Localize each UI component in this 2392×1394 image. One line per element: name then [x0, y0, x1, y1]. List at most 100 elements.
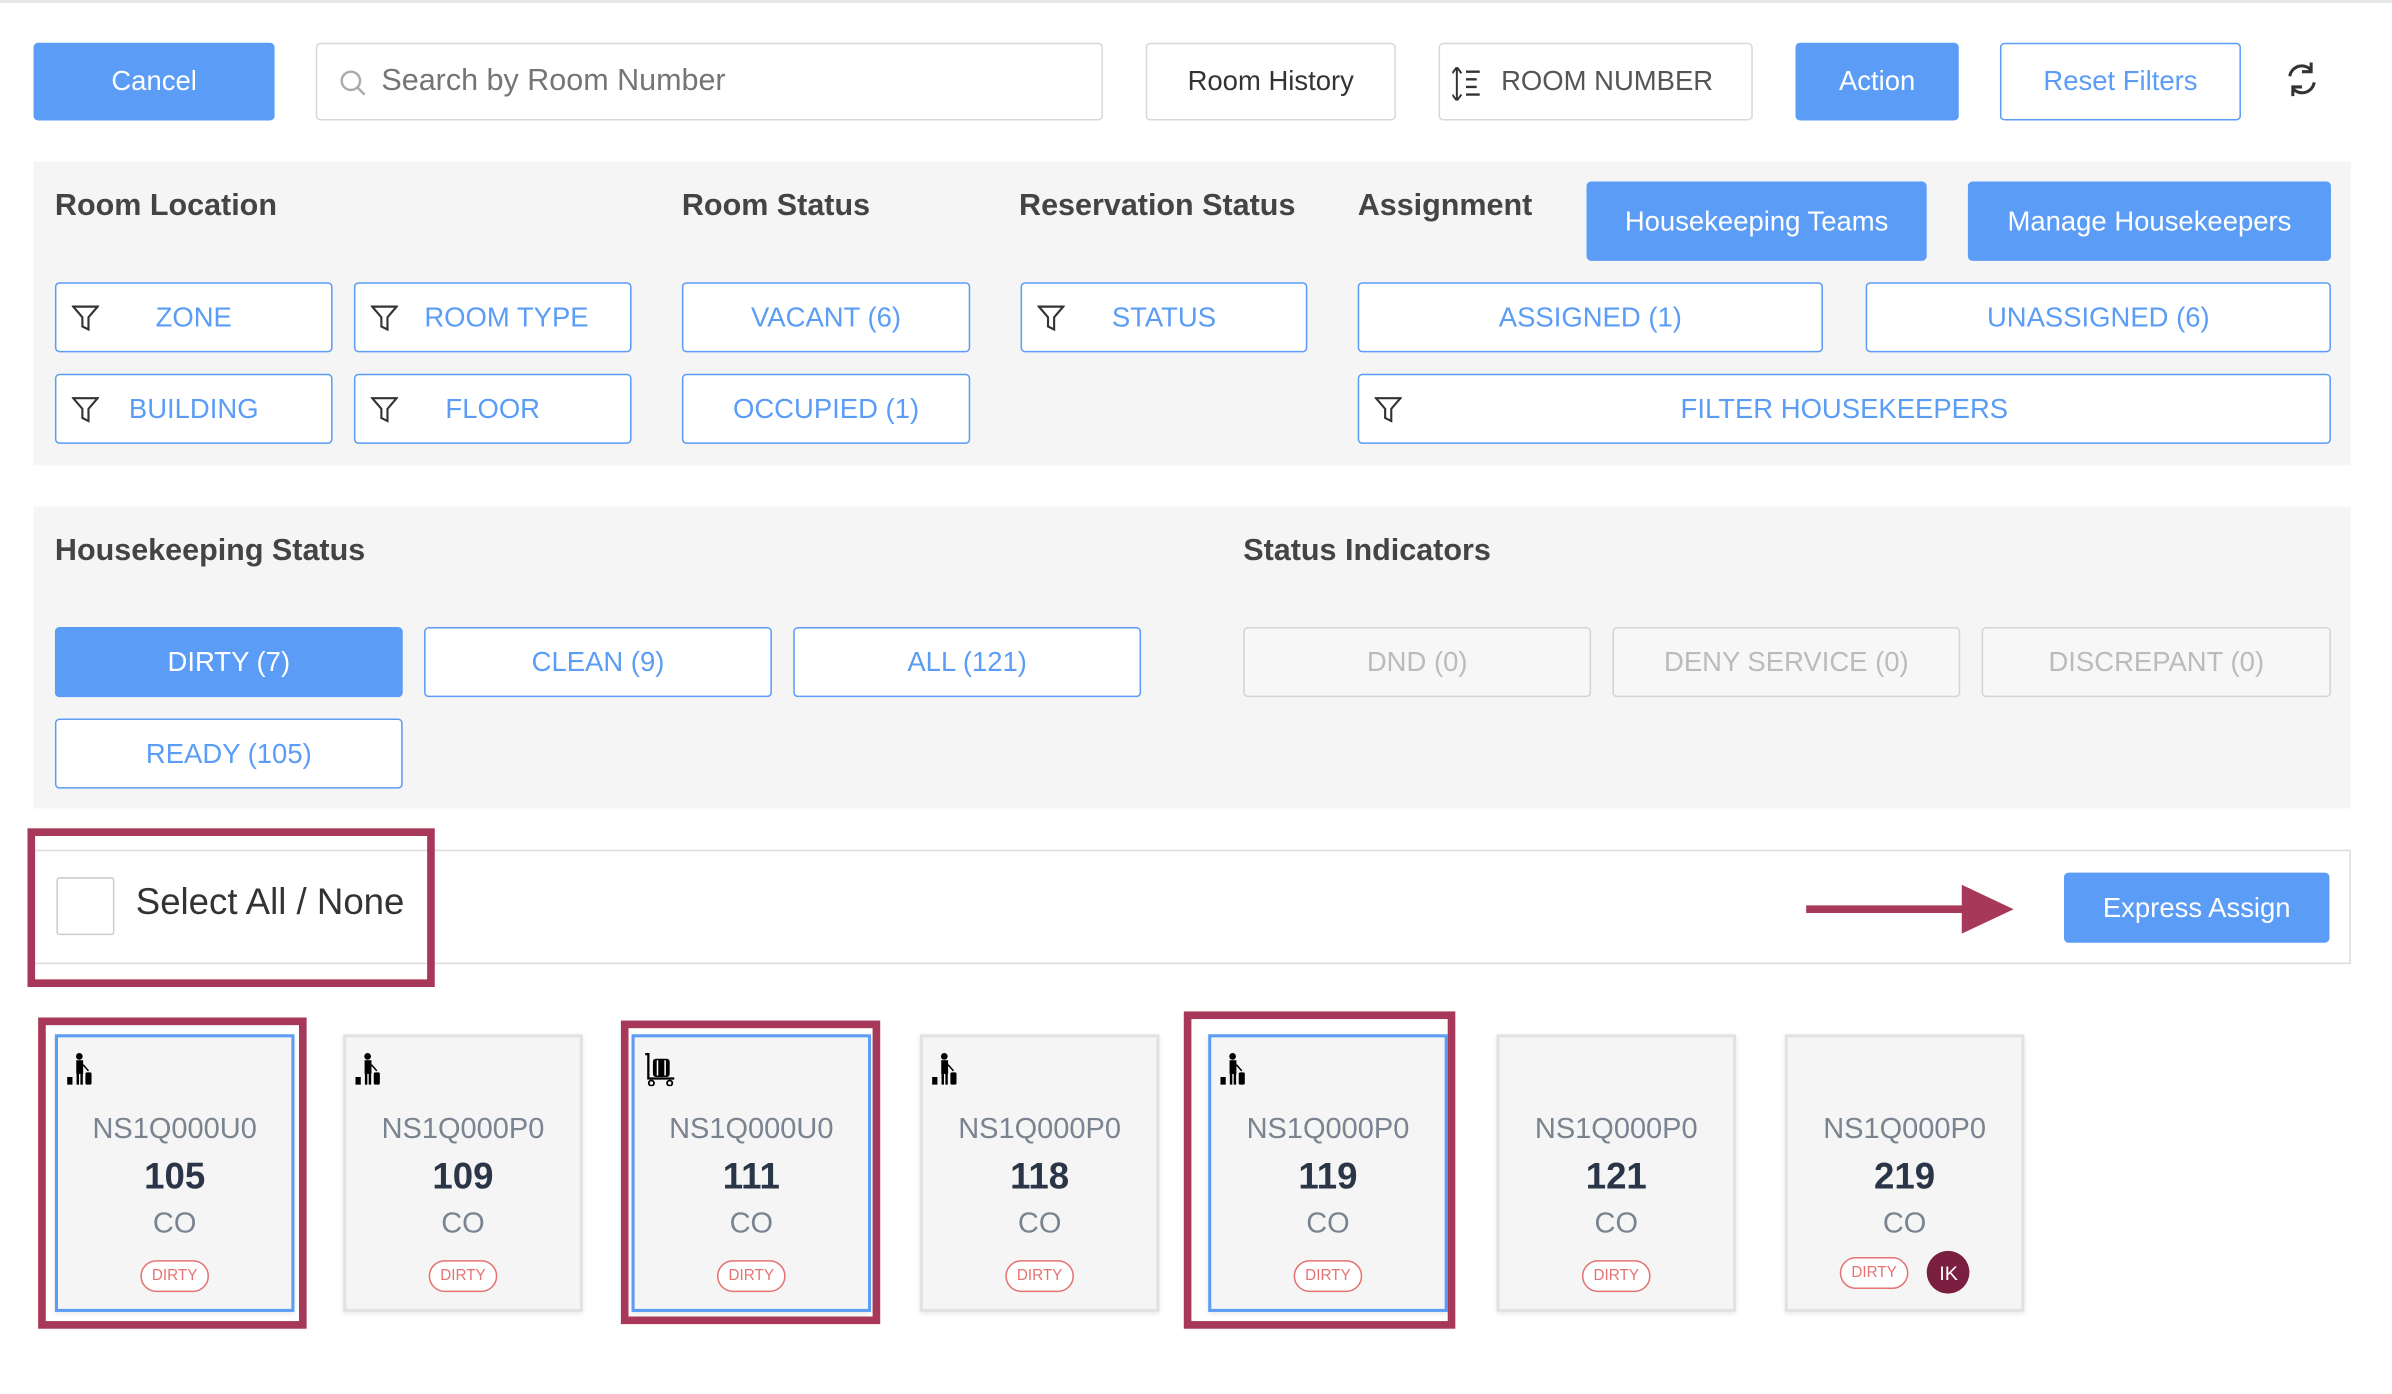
room-number: 118	[1010, 1156, 1070, 1198]
room-status: CO	[1017, 1208, 1062, 1241]
search-field[interactable]	[315, 42, 1103, 121]
room-status: CO	[1594, 1208, 1639, 1241]
filter-housekeepers-button[interactable]: FILTER HOUSEKEEPERS	[1357, 373, 2331, 444]
room-location-heading: Room Location	[54, 189, 277, 223]
room-code: NS1Q000U0	[92, 1113, 257, 1146]
guest-with-luggage-icon	[1220, 1053, 1251, 1094]
room-code: NS1Q000U0	[669, 1113, 834, 1146]
room-status: CO	[1882, 1208, 1927, 1241]
room-type-filter[interactable]: ROOM TYPE	[353, 282, 632, 353]
dirty-badge: DIRTY	[428, 1260, 498, 1293]
room-history-button[interactable]: Room History	[1145, 42, 1396, 121]
zone-label: ZONE	[155, 301, 232, 332]
dirty-badge: DIRTY	[139, 1260, 210, 1293]
room-number: 119	[1298, 1156, 1358, 1198]
guest-with-luggage-icon	[355, 1053, 386, 1094]
reservation-status-filter[interactable]: STATUS	[1020, 282, 1308, 353]
room-status: CO	[1306, 1208, 1350, 1241]
dirty-badge: DIRTY	[716, 1260, 787, 1293]
room-status: CO	[729, 1208, 774, 1241]
zone-filter[interactable]: ZONE	[54, 282, 333, 353]
deny-service-indicator[interactable]: DENY SERVICE (0)	[1612, 626, 1961, 698]
filter-icon	[71, 397, 100, 423]
room-code: NS1Q000P0	[1534, 1113, 1698, 1146]
housekeeping-status-heading: Housekeeping Status	[54, 533, 366, 568]
dirty-badge: DIRTY	[1292, 1260, 1363, 1293]
status-indicators-heading: Status Indicators	[1243, 533, 1491, 568]
guest-with-luggage-icon	[67, 1053, 98, 1094]
building-label: BUILDING	[128, 392, 259, 424]
luggage-cart-icon	[644, 1052, 678, 1094]
manage-housekeepers-button[interactable]: Manage Housekeepers	[1967, 181, 2331, 261]
badges: DIRTY	[346, 1260, 579, 1293]
filter-housekeepers-label: FILTER HOUSEKEEPERS	[1680, 392, 2009, 424]
top-divider	[0, 0, 2392, 4]
guest-with-luggage-icon	[932, 1053, 963, 1094]
room-card[interactable]: NS1Q000P0 219 CO DIRTY IK	[1784, 1034, 2025, 1312]
reservation-status-heading: Reservation Status	[1019, 189, 1296, 223]
badges: DIRTY	[923, 1260, 1156, 1293]
select-all-checkbox[interactable]	[56, 877, 115, 936]
assignee-avatar: IK	[1927, 1250, 1971, 1294]
room-card[interactable]: NS1Q000U0 111 CO DIRTY	[631, 1034, 872, 1312]
cancel-button[interactable]: Cancel	[33, 42, 275, 121]
housekeeping-status-panel	[33, 506, 2351, 809]
badges: DIRTY	[58, 1260, 291, 1293]
ready-filter[interactable]: READY (105)	[54, 718, 403, 789]
unassigned-filter[interactable]: UNASSIGNED (6)	[1865, 282, 2331, 353]
room-status: CO	[441, 1208, 485, 1241]
room-code: NS1Q000P0	[1823, 1113, 1986, 1146]
room-card[interactable]: NS1Q000P0 121 CO DIRTY	[1496, 1034, 1737, 1312]
filter-icon	[370, 305, 399, 332]
search-icon	[340, 70, 366, 96]
refresh-icon[interactable]	[2284, 61, 2321, 98]
occupied-filter[interactable]: OCCUPIED (1)	[681, 373, 971, 444]
room-code: NS1Q000P0	[381, 1113, 545, 1146]
floor-label: FLOOR	[445, 392, 541, 424]
dirty-badge: DIRTY	[1839, 1256, 1910, 1289]
express-assign-button[interactable]: Express Assign	[2064, 872, 2330, 943]
assigned-filter[interactable]: ASSIGNED (1)	[1357, 282, 1823, 353]
all-filter[interactable]: ALL (121)	[793, 626, 1142, 698]
housekeeping-teams-button[interactable]: Housekeeping Teams	[1586, 181, 1927, 261]
floor-filter[interactable]: FLOOR	[353, 373, 632, 444]
room-number: 111	[722, 1156, 780, 1198]
room-card[interactable]: NS1Q000P0 118 CO DIRTY	[919, 1034, 1160, 1312]
dnd-indicator[interactable]: DND (0)	[1243, 626, 1592, 698]
discrepant-indicator[interactable]: DISCREPANT (0)	[1981, 626, 2331, 698]
filter-icon	[1374, 397, 1402, 423]
search-input[interactable]	[378, 44, 1081, 119]
annotation-arrow-icon	[1806, 884, 2014, 934]
room-number: 219	[1874, 1156, 1936, 1198]
select-all-label[interactable]: Select All / None	[135, 881, 405, 923]
reset-filters-button[interactable]: Reset Filters	[1999, 42, 2241, 121]
room-status: CO	[152, 1208, 197, 1241]
annotation-highlight	[1183, 1011, 1456, 1329]
badges: DIRTY	[1211, 1260, 1444, 1293]
filter-icon	[370, 397, 399, 423]
dirty-filter[interactable]: DIRTY (7)	[54, 626, 403, 698]
sort-icon	[1452, 67, 1480, 101]
sort-button[interactable]: ROOM NUMBER	[1438, 42, 1753, 121]
sort-label: ROOM NUMBER	[1501, 65, 1714, 97]
vacant-filter[interactable]: VACANT (6)	[681, 282, 971, 353]
badges: DIRTY IK	[1788, 1250, 2021, 1294]
status-label: STATUS	[1111, 301, 1217, 332]
room-card[interactable]: NS1Q000P0 119 CO DIRTY	[1208, 1034, 1448, 1312]
room-code: NS1Q000P0	[1246, 1113, 1410, 1146]
room-code: NS1Q000P0	[958, 1113, 1122, 1146]
badges: DIRTY	[635, 1260, 868, 1293]
action-button[interactable]: Action	[1795, 42, 1959, 121]
filter-icon	[71, 305, 100, 332]
assignment-heading: Assignment	[1357, 189, 1533, 223]
room-card[interactable]: NS1Q000U0 105 CO DIRTY	[54, 1034, 295, 1312]
room-number: 105	[144, 1156, 206, 1198]
room-type-label: ROOM TYPE	[424, 301, 589, 332]
dirty-badge: DIRTY	[1581, 1260, 1652, 1293]
clean-filter[interactable]: CLEAN (9)	[424, 626, 772, 698]
annotation-highlight	[620, 1020, 881, 1325]
annotation-highlight	[38, 1017, 307, 1329]
room-card[interactable]: NS1Q000P0 109 CO DIRTY	[343, 1034, 583, 1312]
building-filter[interactable]: BUILDING	[54, 373, 333, 444]
